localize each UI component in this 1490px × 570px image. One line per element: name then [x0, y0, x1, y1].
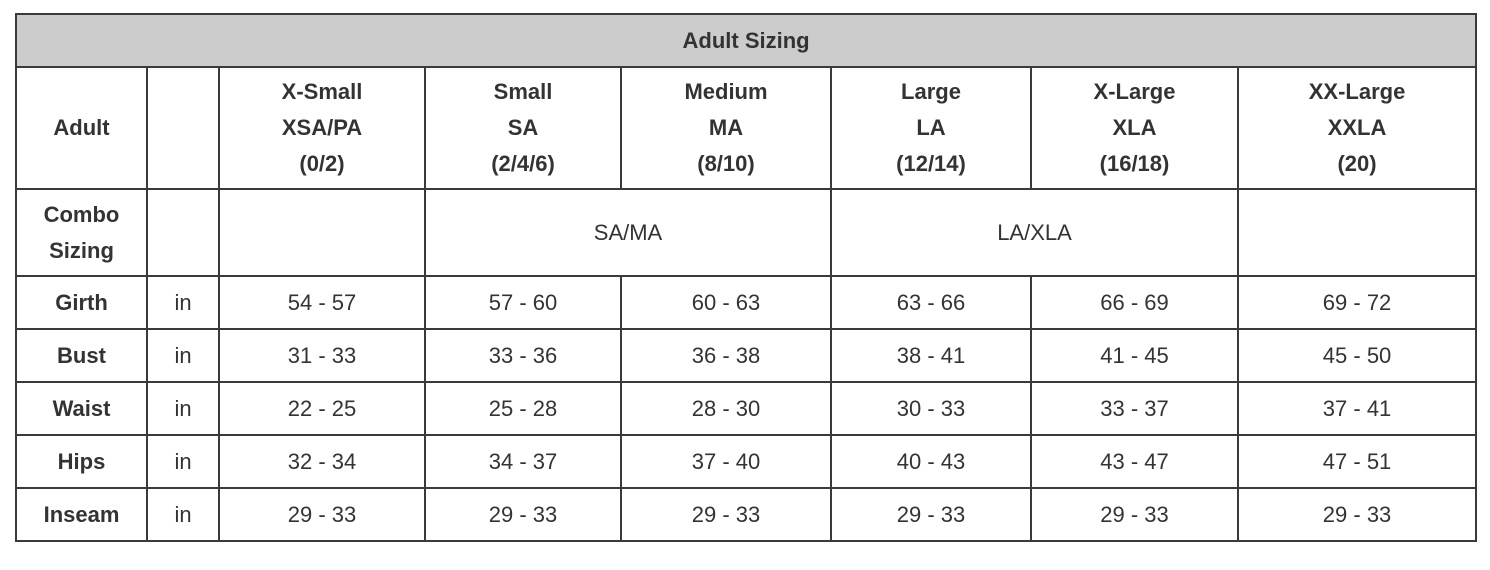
combo-cell — [1236, 188, 1478, 277]
value-cell: 29 - 33 — [620, 487, 832, 542]
size-line: (2/4/6) — [491, 151, 555, 176]
value-cell: 29 - 33 — [830, 487, 1032, 542]
table-body: Adult Sizing Adult X-Small XSA/PA (0/2) Smal… — [14, 13, 1478, 542]
size-line: (8/10) — [697, 151, 755, 176]
unit-cell: in — [146, 328, 220, 383]
size-header: Medium MA (8/10) — [620, 66, 832, 190]
combo-cell — [218, 188, 426, 277]
value-cell: 33 - 36 — [424, 328, 622, 383]
unit-cell: in — [146, 434, 220, 489]
data-row: Inseam in 29 - 33 29 - 33 29 - 33 29 - 33 29 -… — [15, 487, 1478, 542]
size-line: XX-Large — [1308, 79, 1406, 104]
size-line: Large — [901, 79, 961, 104]
size-line: (12/14) — [896, 151, 966, 176]
size-header: X-Large XLA (16/18) — [1030, 66, 1239, 190]
size-line: MA — [708, 115, 744, 140]
value-cell: 29 - 33 — [218, 487, 426, 542]
value-cell: 32 - 34 — [218, 434, 426, 489]
sizing-table: Adult Sizing Adult X-Small XSA/PA (0/2) Smal… — [14, 13, 1478, 542]
data-row: Girth in 54 - 57 57 - 60 60 - 63 63 - 66 66 - … — [15, 275, 1478, 330]
size-line: XSA/PA — [281, 115, 363, 140]
value-cell: 33 - 37 — [1030, 381, 1239, 436]
value-cell: 60 - 63 — [620, 275, 832, 330]
size-line: (20) — [1337, 151, 1377, 176]
combo-group: SA/MA — [424, 188, 832, 277]
row-label: Girth — [15, 275, 148, 330]
row-label: Adult — [15, 66, 148, 190]
size-line: LA — [916, 115, 946, 140]
value-cell: 29 - 33 — [1030, 487, 1239, 542]
size-header: XX-Large XXLA (20) — [1236, 66, 1478, 190]
data-row: Hips in 32 - 34 34 - 37 37 - 40 40 - 43 43 - 4… — [15, 434, 1478, 489]
value-cell: 29 - 33 — [1236, 487, 1478, 542]
value-cell: 47 - 51 — [1236, 434, 1478, 489]
size-line: Small — [493, 79, 553, 104]
size-header: X-Small XSA/PA (0/2) — [218, 66, 426, 190]
size-line: SA — [507, 115, 539, 140]
value-cell: 28 - 30 — [620, 381, 832, 436]
unit-cell — [146, 66, 220, 190]
unit-cell: in — [146, 275, 220, 330]
row-label: Bust — [15, 328, 148, 383]
value-cell: 63 - 66 — [830, 275, 1032, 330]
header-row: Adult X-Small XSA/PA (0/2) Small SA (2/4/6) Med… — [15, 66, 1478, 190]
value-cell: 25 - 28 — [424, 381, 622, 436]
size-line: (16/18) — [1099, 151, 1170, 176]
value-cell: 41 - 45 — [1030, 328, 1239, 383]
row-label: Combo Sizing — [15, 188, 148, 277]
size-line: X-Small — [281, 79, 363, 104]
value-cell: 29 - 33 — [424, 487, 622, 542]
value-cell: 31 - 33 — [218, 328, 426, 383]
row-label: Inseam — [15, 487, 148, 542]
unit-cell: in — [146, 381, 220, 436]
row-label: Hips — [15, 434, 148, 489]
value-cell: 37 - 41 — [1236, 381, 1478, 436]
title-row: Adult Sizing — [14, 13, 1478, 68]
value-cell: 38 - 41 — [830, 328, 1032, 383]
unit-cell: in — [146, 487, 220, 542]
row-label: Waist — [15, 381, 148, 436]
value-cell: 66 - 69 — [1030, 275, 1239, 330]
data-row: Bust in 31 - 33 33 - 36 36 - 38 38 - 41 41 - 4… — [15, 328, 1478, 383]
value-cell: 40 - 43 — [830, 434, 1032, 489]
value-cell: 69 - 72 — [1236, 275, 1478, 330]
value-cell: 36 - 38 — [620, 328, 832, 383]
unit-cell — [146, 188, 220, 277]
size-header: Small SA (2/4/6) — [424, 66, 622, 190]
value-cell: 45 - 50 — [1236, 328, 1478, 383]
value-cell: 37 - 40 — [620, 434, 832, 489]
size-line: Medium — [684, 79, 768, 104]
value-cell: 30 - 33 — [830, 381, 1032, 436]
combo-group: LA/XLA — [830, 188, 1239, 277]
size-line: X-Large — [1093, 79, 1176, 104]
combo-row: Combo Sizing SA/MA LA/XLA — [15, 188, 1478, 277]
value-cell: 22 - 25 — [218, 381, 426, 436]
size-line: XXLA — [1327, 115, 1387, 140]
value-cell: 34 - 37 — [424, 434, 622, 489]
value-cell: 43 - 47 — [1030, 434, 1239, 489]
size-line: XLA — [1112, 115, 1157, 140]
value-cell: 57 - 60 — [424, 275, 622, 330]
value-cell: 54 - 57 — [218, 275, 426, 330]
size-line: (0/2) — [299, 151, 345, 176]
size-header: Large LA (12/14) — [830, 66, 1032, 190]
data-row: Waist in 22 - 25 25 - 28 28 - 30 30 - 33 33 - … — [15, 381, 1478, 436]
table-title: Adult Sizing — [14, 13, 1478, 68]
